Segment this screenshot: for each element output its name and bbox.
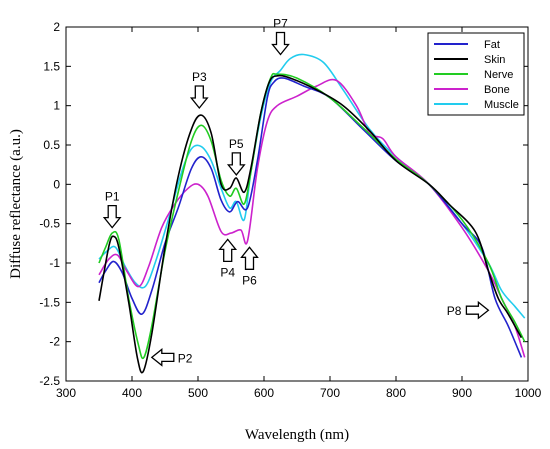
annotation-label: P3 [192,70,207,84]
y-tick-label: 0 [53,177,60,191]
x-tick-label: 300 [56,386,76,400]
axes: 300 400 500 600 700 800 900 1000 -2.5 -2 -1.5 -1 -0.… [39,20,541,400]
y-axis-title: Diffuse reflectance (a.u.) [8,129,24,279]
annotation-label: P1 [105,190,120,204]
y-tick-label: -1 [49,256,60,270]
annotation-arrow [218,238,238,263]
y-tick-label: -2.5 [39,374,60,388]
y-tick-label: 2 [53,20,60,34]
annotation-arrow [150,348,175,367]
peak-annotations: P1 P2 P3 P4 P5 P6 P7 P8 [102,17,490,367]
x-axis-title: Wavelength (nm) [245,427,349,443]
legend-label: Nerve [484,69,513,81]
x-tick-label: 800 [386,386,406,400]
x-tick-label: 1000 [515,386,542,400]
y-tick-label: -0.5 [39,217,60,231]
y-tick-label: -2 [49,335,60,349]
legend-label: Muscle [484,99,519,111]
y-tick-label: 0.5 [43,138,60,152]
annotation-label: P2 [178,351,193,365]
plot-frame [65,26,529,382]
x-tick-label: 900 [452,386,472,400]
legend-label: Skin [484,54,505,66]
annotation-arrow [102,204,122,229]
series-lines [98,53,526,374]
x-tick-label: 500 [188,386,208,400]
y-tick-label: 1 [53,99,60,113]
annotation-arrow [465,300,490,320]
annotation-arrow [189,85,209,110]
annotation-arrow [240,246,259,270]
annotation-label: P6 [242,273,257,287]
legend-label: Fat [484,39,500,51]
annotation-label: P8 [447,304,462,318]
annotation-label: P5 [229,137,244,151]
x-tick-label: 400 [122,386,142,400]
x-tick-label: 600 [254,386,274,400]
y-tick-label: -1.5 [39,295,60,309]
y-tick-label: 1.5 [43,59,60,73]
annotation-label: P4 [220,265,235,279]
annotation-arrow [226,152,246,176]
series-line-skin [98,74,523,374]
annotation-arrow [271,31,290,56]
x-tick-label: 700 [320,386,340,400]
legend: Fat Skin Nerve Bone Muscle [427,32,525,116]
annotation-label: P7 [273,17,288,31]
legend-label: Bone [484,84,510,96]
